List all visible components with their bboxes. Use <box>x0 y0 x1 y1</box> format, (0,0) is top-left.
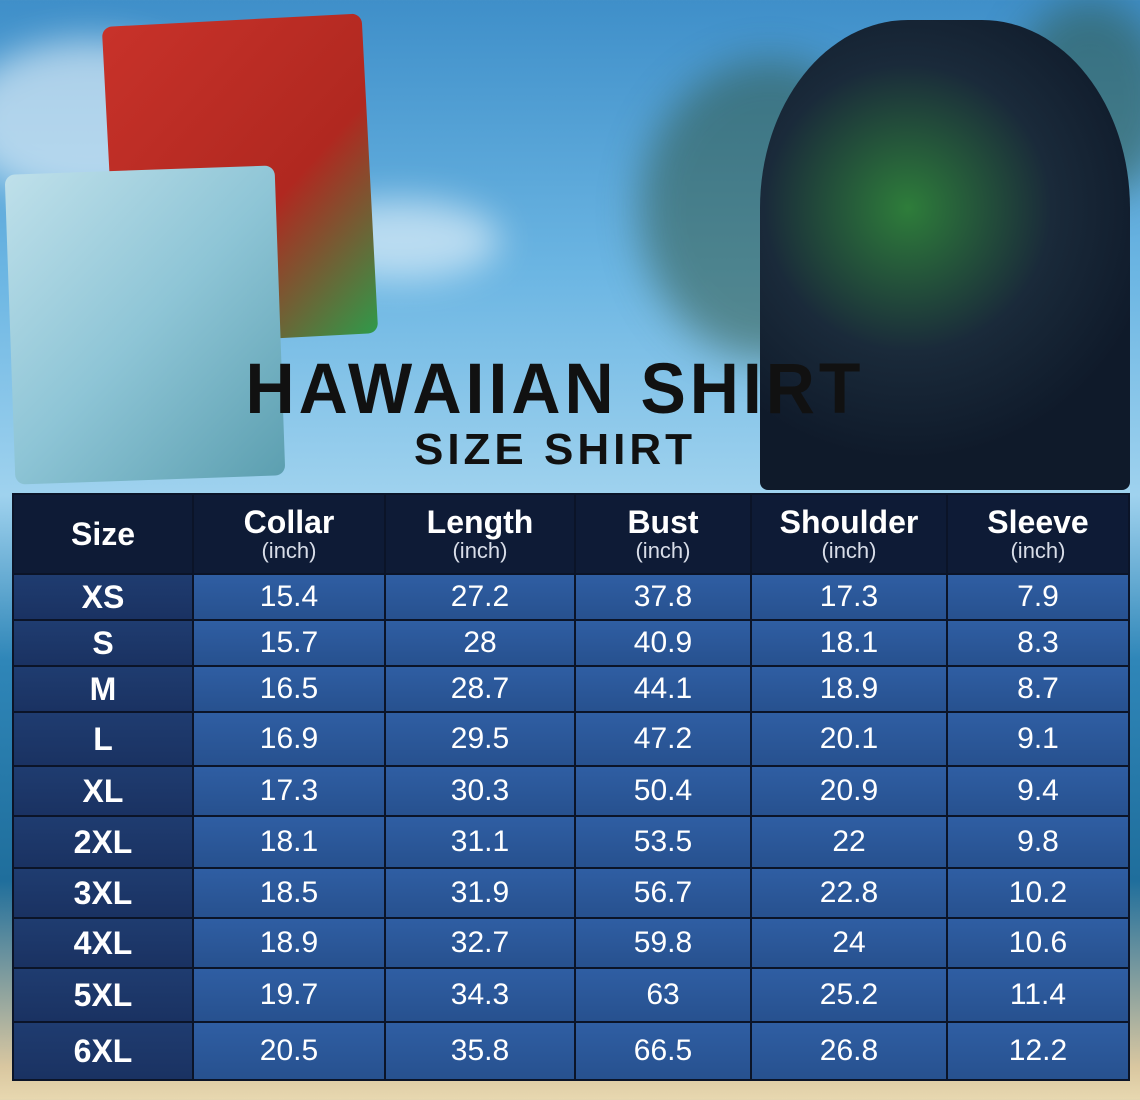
value-cell: 28.7 <box>384 665 576 713</box>
value-cell: 35.8 <box>384 1021 576 1081</box>
value-cell: 8.7 <box>946 665 1130 713</box>
value-cell: 53.5 <box>574 815 752 869</box>
table-row: L 16.9 29.5 47.2 20.1 9.1 <box>12 711 1130 767</box>
table-row: XL 17.3 30.3 50.4 20.9 9.4 <box>12 765 1130 817</box>
value-cell: 26.8 <box>750 1021 948 1081</box>
value-cell: 40.9 <box>574 619 752 667</box>
table-row: XS 15.4 27.2 37.8 17.3 7.9 <box>12 573 1130 621</box>
value-cell: 22 <box>750 815 948 869</box>
value-cell: 9.8 <box>946 815 1130 869</box>
value-cell: 37.8 <box>574 573 752 621</box>
column-unit: (inch) <box>635 538 691 563</box>
size-cell: 4XL <box>12 917 194 969</box>
value-cell: 47.2 <box>574 711 752 767</box>
value-cell: 30.3 <box>384 765 576 817</box>
size-chart-table: Size Collar (inch) Length (inch) Bust (inch) Sh… <box>12 493 1130 1081</box>
column-unit: (inch) <box>261 538 317 563</box>
value-cell: 27.2 <box>384 573 576 621</box>
value-cell: 9.4 <box>946 765 1130 817</box>
size-cell: 3XL <box>12 867 194 919</box>
value-cell: 44.1 <box>574 665 752 713</box>
column-label: Sleeve <box>987 504 1089 540</box>
size-cell: 6XL <box>12 1021 194 1081</box>
value-cell: 16.5 <box>192 665 386 713</box>
value-cell: 24 <box>750 917 948 969</box>
value-cell: 11.4 <box>946 967 1130 1023</box>
table-row: 6XL 20.5 35.8 66.5 26.8 12.2 <box>12 1021 1130 1081</box>
column-unit: (inch) <box>452 538 508 563</box>
value-cell: 19.7 <box>192 967 386 1023</box>
value-cell: 15.7 <box>192 619 386 667</box>
column-header-shoulder: Shoulder (inch) <box>750 493 948 575</box>
value-cell: 7.9 <box>946 573 1130 621</box>
value-cell: 9.1 <box>946 711 1130 767</box>
table-row: M 16.5 28.7 44.1 18.9 8.7 <box>12 665 1130 713</box>
column-label: Size <box>70 516 136 552</box>
column-label: Collar <box>243 504 335 540</box>
value-cell: 10.6 <box>946 917 1130 969</box>
value-cell: 59.8 <box>574 917 752 969</box>
column-header-size: Size <box>12 493 194 575</box>
value-cell: 15.4 <box>192 573 386 621</box>
value-cell: 32.7 <box>384 917 576 969</box>
value-cell: 17.3 <box>750 573 948 621</box>
value-cell: 8.3 <box>946 619 1130 667</box>
size-cell: XL <box>12 765 194 817</box>
column-header-length: Length (inch) <box>384 493 576 575</box>
column-label: Bust <box>627 504 699 540</box>
model-flamingo-shirt-image <box>760 20 1130 490</box>
column-unit: (inch) <box>1010 538 1066 563</box>
size-cell: S <box>12 619 194 667</box>
column-unit: (inch) <box>821 538 877 563</box>
value-cell: 18.5 <box>192 867 386 919</box>
value-cell: 18.1 <box>750 619 948 667</box>
value-cell: 17.3 <box>192 765 386 817</box>
size-cell: L <box>12 711 194 767</box>
size-cell: M <box>12 665 194 713</box>
value-cell: 10.2 <box>946 867 1130 919</box>
value-cell: 16.9 <box>192 711 386 767</box>
table-row: 5XL 19.7 34.3 63 25.2 11.4 <box>12 967 1130 1023</box>
size-cell: 5XL <box>12 967 194 1023</box>
column-label: Length <box>426 504 534 540</box>
value-cell: 20.5 <box>192 1021 386 1081</box>
table-row: 3XL 18.5 31.9 56.7 22.8 10.2 <box>12 867 1130 919</box>
column-label: Shoulder <box>779 504 919 540</box>
column-header-bust: Bust (inch) <box>574 493 752 575</box>
value-cell: 56.7 <box>574 867 752 919</box>
value-cell: 31.1 <box>384 815 576 869</box>
table-row: S 15.7 28 40.9 18.1 8.3 <box>12 619 1130 667</box>
value-cell: 22.8 <box>750 867 948 919</box>
value-cell: 25.2 <box>750 967 948 1023</box>
value-cell: 18.9 <box>192 917 386 969</box>
column-header-collar: Collar (inch) <box>192 493 386 575</box>
value-cell: 31.9 <box>384 867 576 919</box>
value-cell: 66.5 <box>574 1021 752 1081</box>
size-cell: 2XL <box>12 815 194 869</box>
value-cell: 20.9 <box>750 765 948 817</box>
table-row: 4XL 18.9 32.7 59.8 24 10.6 <box>12 917 1130 969</box>
value-cell: 20.1 <box>750 711 948 767</box>
column-header-sleeve: Sleeve (inch) <box>946 493 1130 575</box>
page-subtitle: SIZE SHIRT <box>413 425 697 474</box>
size-cell: XS <box>12 573 194 621</box>
value-cell: 63 <box>574 967 752 1023</box>
value-cell: 34.3 <box>384 967 576 1023</box>
table-header-row: Size Collar (inch) Length (inch) Bust (inch) Sh… <box>12 493 1130 575</box>
table-row: 2XL 18.1 31.1 53.5 22 9.8 <box>12 815 1130 869</box>
value-cell: 12.2 <box>946 1021 1130 1081</box>
value-cell: 50.4 <box>574 765 752 817</box>
value-cell: 29.5 <box>384 711 576 767</box>
page-title: HAWAIIAN SHIRT <box>245 349 865 429</box>
value-cell: 18.1 <box>192 815 386 869</box>
value-cell: 18.9 <box>750 665 948 713</box>
value-cell: 28 <box>384 619 576 667</box>
